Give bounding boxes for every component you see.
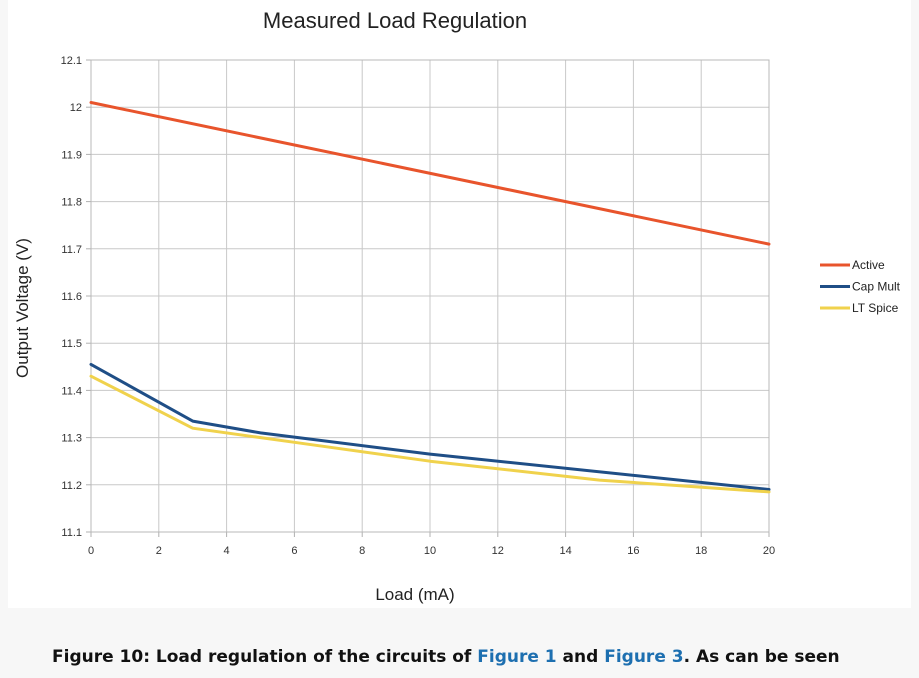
grid-layer [86,59,770,537]
chart-title: Measured Load Regulation [263,8,527,33]
legend-label-lt-spice: LT Spice [852,301,899,315]
y-tick-label: 11.7 [61,244,82,256]
x-tick-label: 6 [291,545,297,557]
y-tick-label: 11.5 [61,338,82,350]
x-tick-label: 12 [492,545,504,557]
chart-panel: Measured Load Regulation 0 2 4 6 8 10 12 14 16 18… [8,0,911,608]
x-tick-label: 18 [695,545,707,557]
x-axis-label: Load (mA) [375,585,454,604]
load-regulation-chart: Measured Load Regulation 0 2 4 6 8 10 12 14 16 18… [13,8,901,604]
x-tick-label: 20 [763,545,775,557]
x-tick-label: 14 [559,545,571,557]
caption-middle: and [556,647,605,667]
y-tick-label: 11.1 [61,527,82,539]
y-tick-label: 11.6 [61,291,82,303]
x-tick-label: 8 [359,545,365,557]
y-tick-label: 12 [70,102,82,114]
tick-label-layer: 0 2 4 6 8 10 12 14 16 18 20 12.1 12 11.9 11.8 11.7 11.6 1… [61,55,776,557]
series-line-lt-spice [89,374,771,494]
x-tick-label: 0 [88,545,94,557]
y-tick-label: 11.9 [61,149,82,161]
figure-1-link[interactable]: Figure 1 [477,647,557,667]
legend: Active Cap Mult LT Spice [820,258,901,315]
figure-caption: Figure 10: Load regulation of the circui… [52,647,840,667]
plot-border [90,59,770,533]
caption-prefix: Figure 10: Load regulation of the circui… [52,647,478,667]
caption-suffix: . As can be seen [683,647,840,667]
y-tick-label: 11.8 [61,197,82,209]
x-tick-label: 10 [424,545,436,557]
series-layer [89,101,771,494]
legend-label-cap-mult: Cap Mult [852,280,901,294]
y-tick-label: 12.1 [61,55,82,67]
figure-3-link[interactable]: Figure 3 [604,647,684,667]
x-tick-label: 4 [224,545,230,557]
series-line-cap-mult [89,362,771,491]
y-tick-label: 11.4 [61,385,82,397]
x-tick-label: 2 [156,545,162,557]
legend-label-active: Active [852,258,885,272]
series-line-active [89,101,771,246]
y-tick-label: 11.3 [61,433,82,445]
x-tick-label: 16 [627,545,639,557]
y-axis-label: Output Voltage (V) [13,238,32,378]
y-tick-label: 11.2 [61,480,82,492]
